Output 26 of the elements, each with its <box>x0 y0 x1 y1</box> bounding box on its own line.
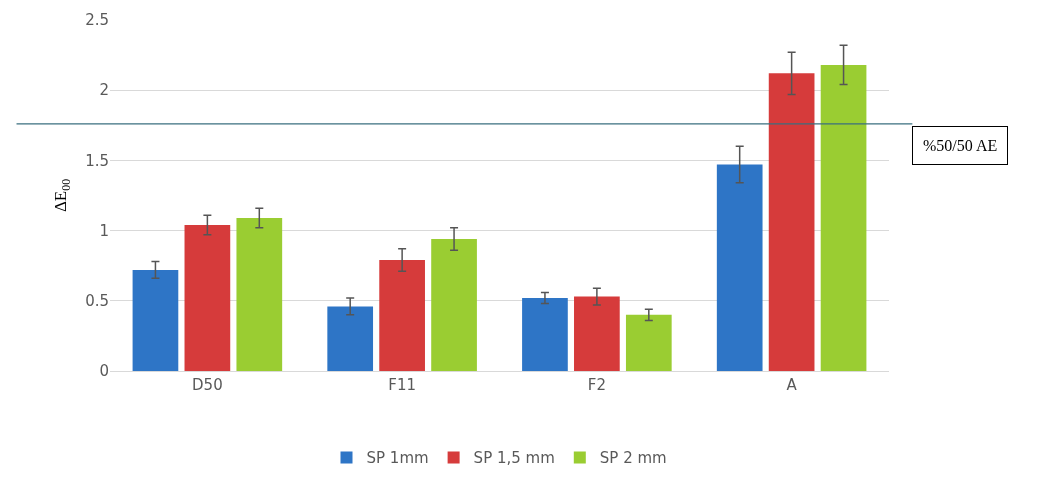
bar <box>768 73 815 371</box>
x-tick-label: D50 <box>192 376 223 394</box>
y-tick-label: 2.5 <box>85 11 109 30</box>
bar <box>327 306 374 371</box>
y-tick-label: 0 <box>99 362 109 381</box>
bar <box>431 239 477 371</box>
bar <box>132 269 179 371</box>
bar <box>379 260 425 371</box>
bar <box>625 314 672 371</box>
y-tick-label: 1 <box>99 221 109 240</box>
ref-line-label: %50/50 AE <box>923 137 998 154</box>
y-tick-label: 0.5 <box>85 292 109 311</box>
legend-label: SP 1,5 mm <box>473 449 555 468</box>
bar <box>574 296 620 371</box>
x-tick-label: F2 <box>587 376 606 394</box>
x-tick-label: A <box>786 376 798 394</box>
bar <box>184 224 231 371</box>
legend-label: SP 2 mm <box>599 449 667 468</box>
bar <box>820 64 867 371</box>
bar <box>522 297 568 371</box>
bar <box>716 164 763 371</box>
bar <box>236 217 283 371</box>
x-tick-label: F11 <box>388 376 416 394</box>
legend-label: SP 1mm <box>366 449 429 468</box>
y-tick-label: 1.5 <box>85 151 109 170</box>
y-tick-label: 2 <box>99 81 109 100</box>
